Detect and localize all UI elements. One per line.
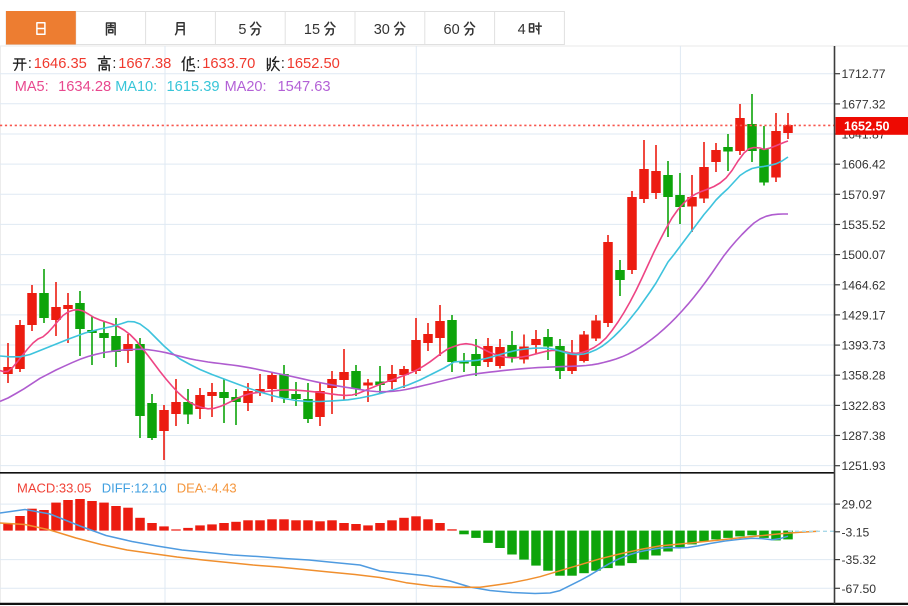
svg-text:1393.73: 1393.73 bbox=[842, 339, 886, 353]
svg-text:1500.07: 1500.07 bbox=[842, 248, 886, 262]
svg-text:1358.28: 1358.28 bbox=[842, 369, 886, 383]
svg-text:15: 15 bbox=[304, 22, 320, 38]
svg-text:1464.62: 1464.62 bbox=[842, 278, 886, 292]
svg-text:DIFF:12.10: DIFF:12.10 bbox=[102, 481, 167, 496]
svg-text:MA10:: MA10: bbox=[115, 79, 157, 95]
svg-text:1606.42: 1606.42 bbox=[842, 158, 886, 172]
svg-text:4: 4 bbox=[518, 22, 526, 38]
svg-text:60: 60 bbox=[444, 22, 460, 38]
svg-text:1652.50: 1652.50 bbox=[844, 120, 890, 134]
svg-text:1287.38: 1287.38 bbox=[842, 429, 886, 443]
svg-text:MA20:: MA20: bbox=[225, 79, 267, 95]
svg-text:-67.50: -67.50 bbox=[842, 582, 877, 596]
svg-text:DEA:-4.43: DEA:-4.43 bbox=[177, 481, 237, 496]
svg-text:29.02: 29.02 bbox=[842, 498, 873, 512]
svg-text:MA5:: MA5: bbox=[15, 79, 49, 95]
svg-text::: : bbox=[112, 56, 116, 72]
svg-text:1322.83: 1322.83 bbox=[842, 399, 886, 413]
svg-text:1251.93: 1251.93 bbox=[842, 459, 886, 473]
svg-text:1712.77: 1712.77 bbox=[842, 67, 886, 81]
svg-text:1547.63: 1547.63 bbox=[278, 79, 331, 95]
svg-text:1615.39: 1615.39 bbox=[167, 79, 220, 95]
svg-text:-35.32: -35.32 bbox=[842, 553, 877, 567]
svg-text:1646.35: 1646.35 bbox=[34, 56, 87, 72]
svg-text:1634.28: 1634.28 bbox=[58, 79, 111, 95]
svg-text:1570.97: 1570.97 bbox=[842, 188, 886, 202]
svg-text:MACD:33.05: MACD:33.05 bbox=[17, 481, 91, 496]
svg-text:1677.32: 1677.32 bbox=[842, 97, 886, 111]
svg-text:30: 30 bbox=[374, 22, 390, 38]
svg-text:-3.15: -3.15 bbox=[842, 525, 870, 539]
svg-text:1633.70: 1633.70 bbox=[202, 56, 255, 72]
svg-text::: : bbox=[281, 56, 285, 72]
svg-text:1535.52: 1535.52 bbox=[842, 218, 886, 232]
svg-text:5: 5 bbox=[238, 22, 246, 38]
svg-text::: : bbox=[196, 56, 200, 72]
svg-text:1429.17: 1429.17 bbox=[842, 308, 886, 322]
svg-text:1652.50: 1652.50 bbox=[287, 56, 340, 72]
svg-text::: : bbox=[28, 56, 32, 72]
svg-text:1667.38: 1667.38 bbox=[118, 56, 171, 72]
